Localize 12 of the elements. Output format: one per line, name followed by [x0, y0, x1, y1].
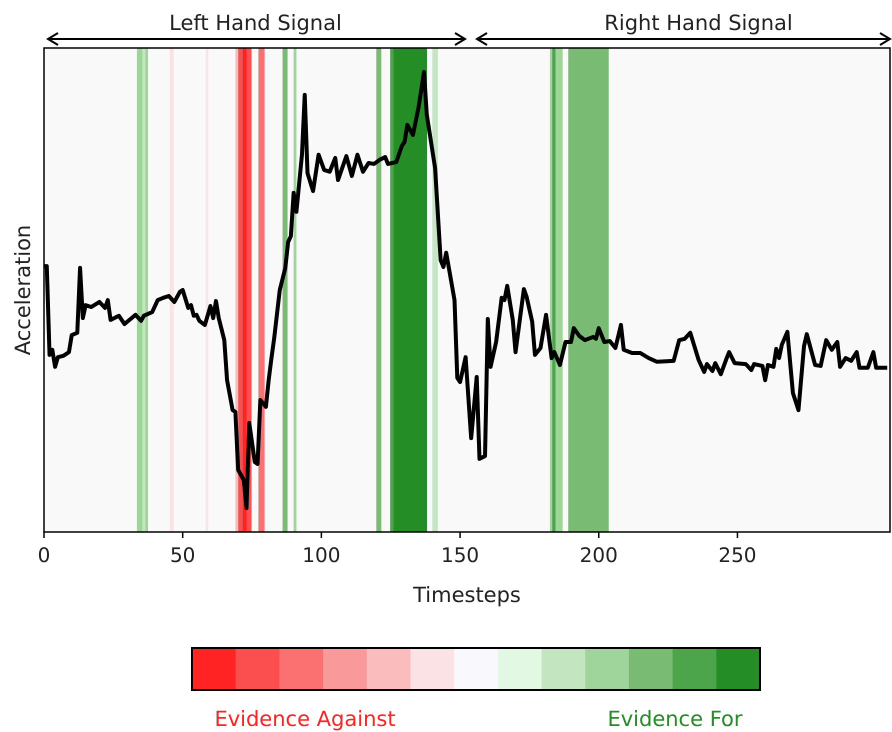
x-axis-title: Timesteps — [412, 583, 521, 607]
x-tick-label: 50 — [170, 543, 196, 567]
text: Evidence For — [607, 707, 743, 731]
x-tick-label: 250 — [718, 543, 757, 567]
x-tick-label: 150 — [440, 543, 480, 567]
text: Right Hand Signal — [604, 11, 793, 35]
x-tick-label: 100 — [302, 543, 340, 567]
y-axis-title: Acceleration — [11, 224, 35, 356]
text: Left Hand Signal — [169, 11, 342, 35]
x-tick-label: 200 — [580, 543, 618, 567]
text: Evidence Against — [214, 707, 396, 731]
x-tick-label: 0 — [38, 543, 50, 567]
